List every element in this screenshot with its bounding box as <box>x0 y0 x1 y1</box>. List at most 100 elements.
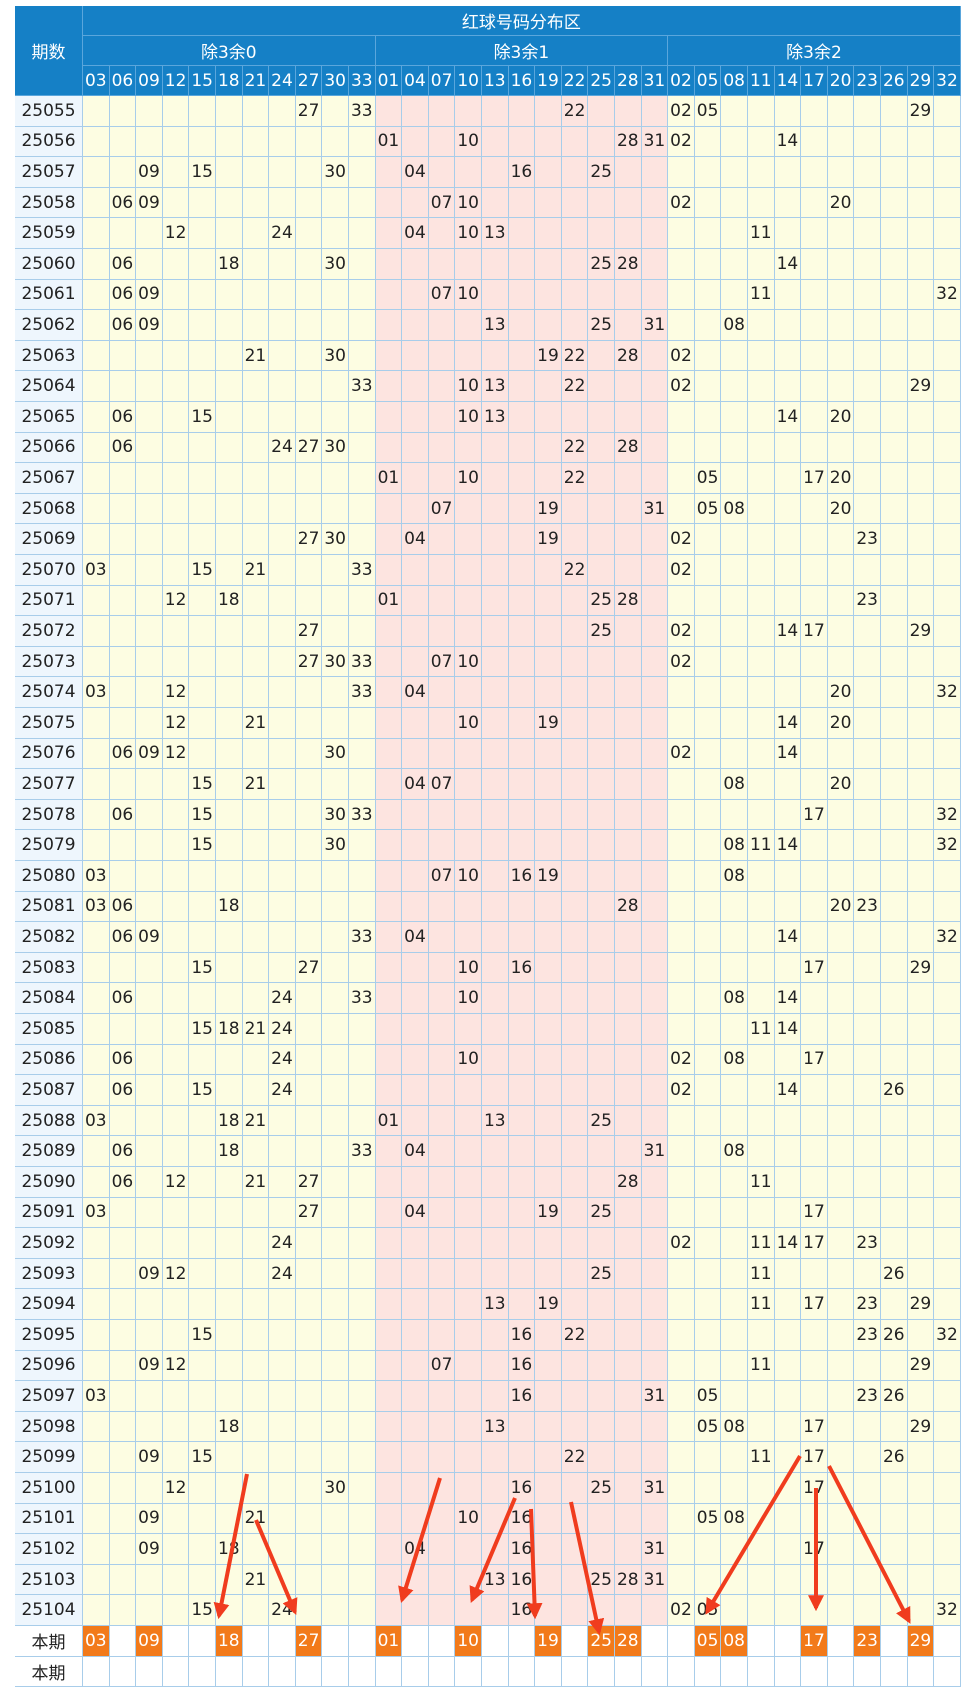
cell <box>934 432 961 464</box>
cell <box>322 493 349 525</box>
column-number: 21 <box>242 66 270 96</box>
cell <box>615 1228 642 1259</box>
cell <box>721 1473 748 1504</box>
cell <box>242 1320 270 1351</box>
cell <box>535 279 562 311</box>
cell <box>668 1320 695 1351</box>
cell <box>189 249 216 280</box>
cell <box>508 1136 536 1167</box>
period: 25103 <box>15 1564 83 1596</box>
drawn-number: 30 <box>322 157 349 188</box>
drawn-number: 02 <box>668 1595 695 1626</box>
cell <box>349 1473 376 1504</box>
cell <box>881 1473 908 1504</box>
drawn-number: 20 <box>827 708 855 739</box>
cell <box>881 799 908 831</box>
cell <box>907 891 935 923</box>
drawn-number: 06 <box>109 249 137 280</box>
drawn-number: 02 <box>668 616 695 647</box>
cell <box>641 249 669 280</box>
drawn-number: 23 <box>854 524 881 555</box>
cell <box>641 1442 669 1473</box>
cell <box>748 402 775 433</box>
cell <box>295 799 323 831</box>
cell <box>482 524 509 555</box>
drawn-number: 11 <box>748 1167 775 1198</box>
cell <box>934 585 961 617</box>
drawn-number: 29 <box>907 1350 935 1382</box>
period: 25093 <box>15 1258 83 1290</box>
drawn-number: 28 <box>615 340 642 372</box>
cell <box>216 1075 243 1106</box>
cell <box>907 1197 935 1229</box>
cell <box>561 157 589 188</box>
cell <box>216 1167 243 1198</box>
drawn-number: 29 <box>907 952 935 984</box>
period: 25058 <box>15 187 83 219</box>
cell <box>349 616 376 647</box>
cell <box>162 1381 190 1412</box>
cell <box>508 279 536 311</box>
cell <box>668 493 695 525</box>
cell <box>402 493 429 525</box>
cell <box>136 1473 163 1504</box>
drawn-number: 31 <box>641 1473 669 1504</box>
cell <box>934 738 961 770</box>
drawn-number: 12 <box>162 585 190 617</box>
cell <box>349 463 376 494</box>
cell <box>508 1075 536 1106</box>
cell <box>588 891 615 923</box>
drawn-number: 28 <box>615 1167 642 1198</box>
cell <box>295 738 323 770</box>
cell <box>881 891 908 923</box>
drawn-number: 30 <box>322 340 349 372</box>
cell <box>269 371 296 402</box>
column-number: 09 <box>136 66 163 96</box>
cell <box>455 891 482 923</box>
cell <box>455 585 482 617</box>
drawn-number: 21 <box>242 340 270 372</box>
cell <box>907 310 935 341</box>
cell <box>641 1228 669 1259</box>
cell <box>934 646 961 678</box>
cell <box>162 1564 190 1596</box>
cell <box>588 402 615 433</box>
column-number: 11 <box>748 66 775 96</box>
cell <box>748 1626 775 1657</box>
cell <box>455 1014 482 1045</box>
cell <box>561 646 589 678</box>
cell <box>83 402 110 433</box>
cell <box>694 555 722 586</box>
cell <box>588 952 615 984</box>
cell <box>881 218 908 249</box>
cell <box>668 1534 695 1565</box>
cell <box>801 1656 828 1687</box>
cell <box>774 1197 802 1229</box>
cell <box>641 1320 669 1351</box>
cell <box>615 1197 642 1229</box>
cell <box>455 1228 482 1259</box>
cell <box>162 1075 190 1106</box>
cell <box>428 799 456 831</box>
drawn-number: 05 <box>694 96 722 127</box>
cell <box>83 1014 110 1045</box>
cell <box>774 1503 802 1535</box>
cell <box>535 952 562 984</box>
period: 25095 <box>15 1320 83 1351</box>
cell <box>801 402 828 433</box>
cell <box>934 1473 961 1504</box>
cell <box>561 1014 589 1045</box>
cell <box>83 1228 110 1259</box>
cell <box>216 646 243 678</box>
cell <box>721 1350 748 1382</box>
cell <box>216 1320 243 1351</box>
cell <box>801 769 828 800</box>
period: 25057 <box>15 157 83 188</box>
drawn-number: 25 <box>588 1258 615 1290</box>
cell <box>109 677 137 708</box>
cell <box>588 922 615 953</box>
cell <box>295 310 323 341</box>
cell <box>162 371 190 402</box>
cell <box>269 96 296 127</box>
drawn-number: 10 <box>455 708 482 739</box>
